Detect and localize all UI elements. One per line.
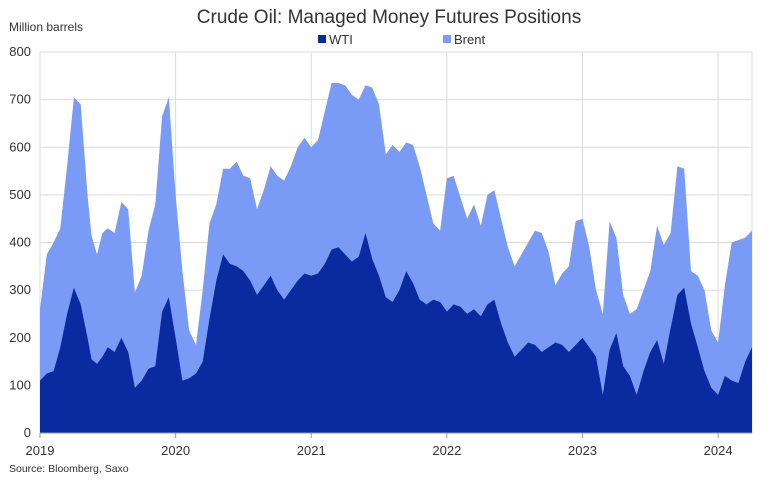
legend-swatch <box>318 35 326 43</box>
y-tick-label: 600 <box>9 139 31 154</box>
x-tick-label: 2022 <box>432 443 461 458</box>
chart-title: Crude Oil: Managed Money Futures Positio… <box>197 7 581 28</box>
legend-item-brent: Brent <box>443 32 485 47</box>
wti-area <box>40 233 752 433</box>
y-tick-label: 300 <box>9 282 31 297</box>
legend-item-wti: WTI <box>318 32 353 47</box>
x-tick-label: 2020 <box>161 443 190 458</box>
source-note: Source: Bloomberg, Saxo <box>9 463 129 475</box>
y-tick-label: 400 <box>9 235 31 250</box>
y-tick-label: 100 <box>9 377 31 392</box>
y-tick-label: 800 <box>9 44 31 59</box>
y-tick-labels: 0 100 200 300 400 500 600 700 800 <box>9 44 31 440</box>
axes <box>39 432 752 438</box>
y-tick-label: 500 <box>9 187 31 202</box>
x-tick-label: 2019 <box>26 443 55 458</box>
legend-label: Brent <box>454 32 485 47</box>
x-tick-label: 2021 <box>297 443 326 458</box>
y-tick-label: 0 <box>24 425 31 440</box>
y-tick-label: 200 <box>9 330 31 345</box>
x-tick-label: 2023 <box>568 443 597 458</box>
legend-swatch <box>443 35 451 43</box>
legend-label: WTI <box>329 32 353 47</box>
y-tick-label: 700 <box>9 92 31 107</box>
area-series <box>40 83 752 433</box>
y-axis-label: Million barrels <box>9 20 83 34</box>
legend: WTI Brent <box>318 32 485 47</box>
x-tick-label: 2024 <box>704 443 733 458</box>
x-tick-labels: 2019 2020 2021 2022 2023 2024 <box>26 443 733 458</box>
